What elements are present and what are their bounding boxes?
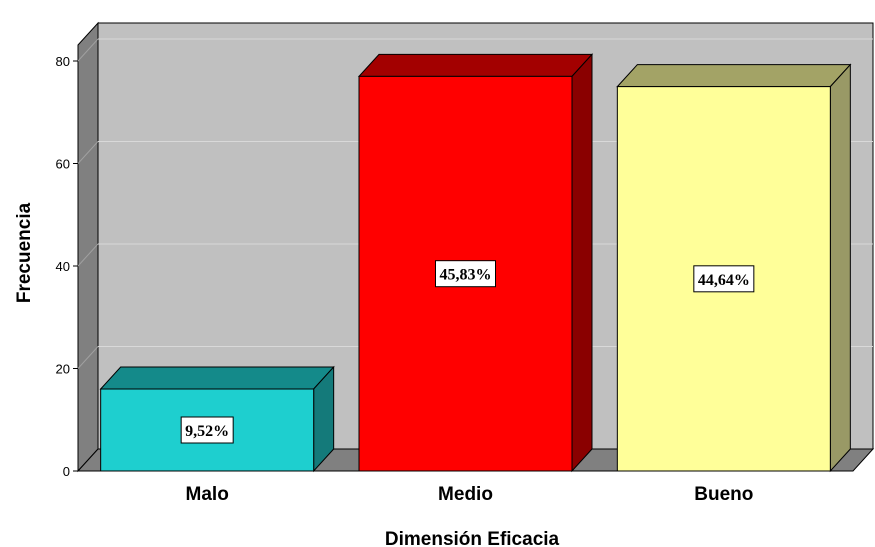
x-tick-label: Malo xyxy=(186,484,229,505)
bar-bueno: 44,64% xyxy=(617,65,850,471)
y-axis-title: Frecuencia xyxy=(14,202,35,303)
x-tick-label: Bueno xyxy=(694,484,753,505)
x-axis-title: Dimensión Eficacia xyxy=(385,529,560,547)
x-axis-labels: Malo Medio Bueno xyxy=(186,484,754,505)
y-tick-label: 20 xyxy=(56,362,70,377)
data-label: 45,83% xyxy=(440,267,492,284)
bar-top xyxy=(617,65,850,87)
y-tick-label: 60 xyxy=(56,157,70,172)
y-tick-label: 40 xyxy=(56,259,70,274)
data-label: 44,64% xyxy=(698,272,750,289)
y-tick-label: 80 xyxy=(56,54,70,69)
data-label: 9,52% xyxy=(185,423,229,440)
bar-malo: 9,52% xyxy=(101,367,334,471)
bar-top xyxy=(101,367,334,389)
bar-side xyxy=(830,65,850,471)
x-tick-label: Medio xyxy=(438,484,493,505)
y-axis-ticks: 0 20 40 60 80 xyxy=(56,54,78,479)
y-tick-label: 0 xyxy=(63,464,70,479)
bar-top xyxy=(359,54,592,76)
bar-medio: 45,83% xyxy=(359,54,592,471)
bar-side xyxy=(572,54,592,471)
